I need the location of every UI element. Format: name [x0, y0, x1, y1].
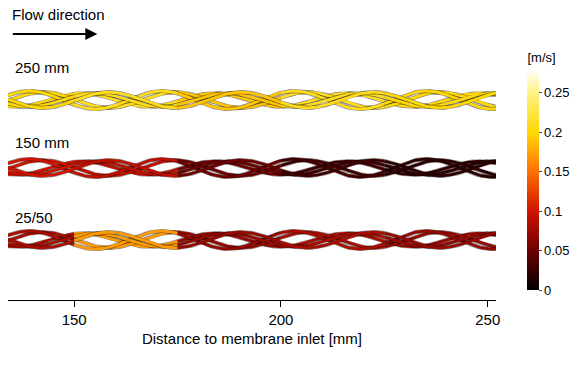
svg-text:25/50: 25/50 — [15, 209, 53, 226]
svg-text:Distance to membrane inlet [mm: Distance to membrane inlet [mm] — [142, 330, 362, 347]
svg-text:0: 0 — [544, 283, 551, 298]
svg-text:0.25: 0.25 — [544, 85, 569, 100]
svg-text:250: 250 — [475, 311, 500, 328]
svg-text:Flow direction: Flow direction — [12, 6, 105, 23]
svg-text:0.05: 0.05 — [544, 243, 569, 258]
svg-text:250 mm: 250 mm — [15, 59, 69, 76]
svg-text:0.2: 0.2 — [544, 125, 562, 140]
svg-text:150: 150 — [62, 311, 87, 328]
svg-text:150 mm: 150 mm — [15, 134, 69, 151]
svg-text:[m/s]: [m/s] — [527, 50, 555, 65]
svg-text:200: 200 — [268, 311, 293, 328]
svg-text:0.1: 0.1 — [544, 204, 562, 219]
svg-text:0.15: 0.15 — [544, 164, 569, 179]
